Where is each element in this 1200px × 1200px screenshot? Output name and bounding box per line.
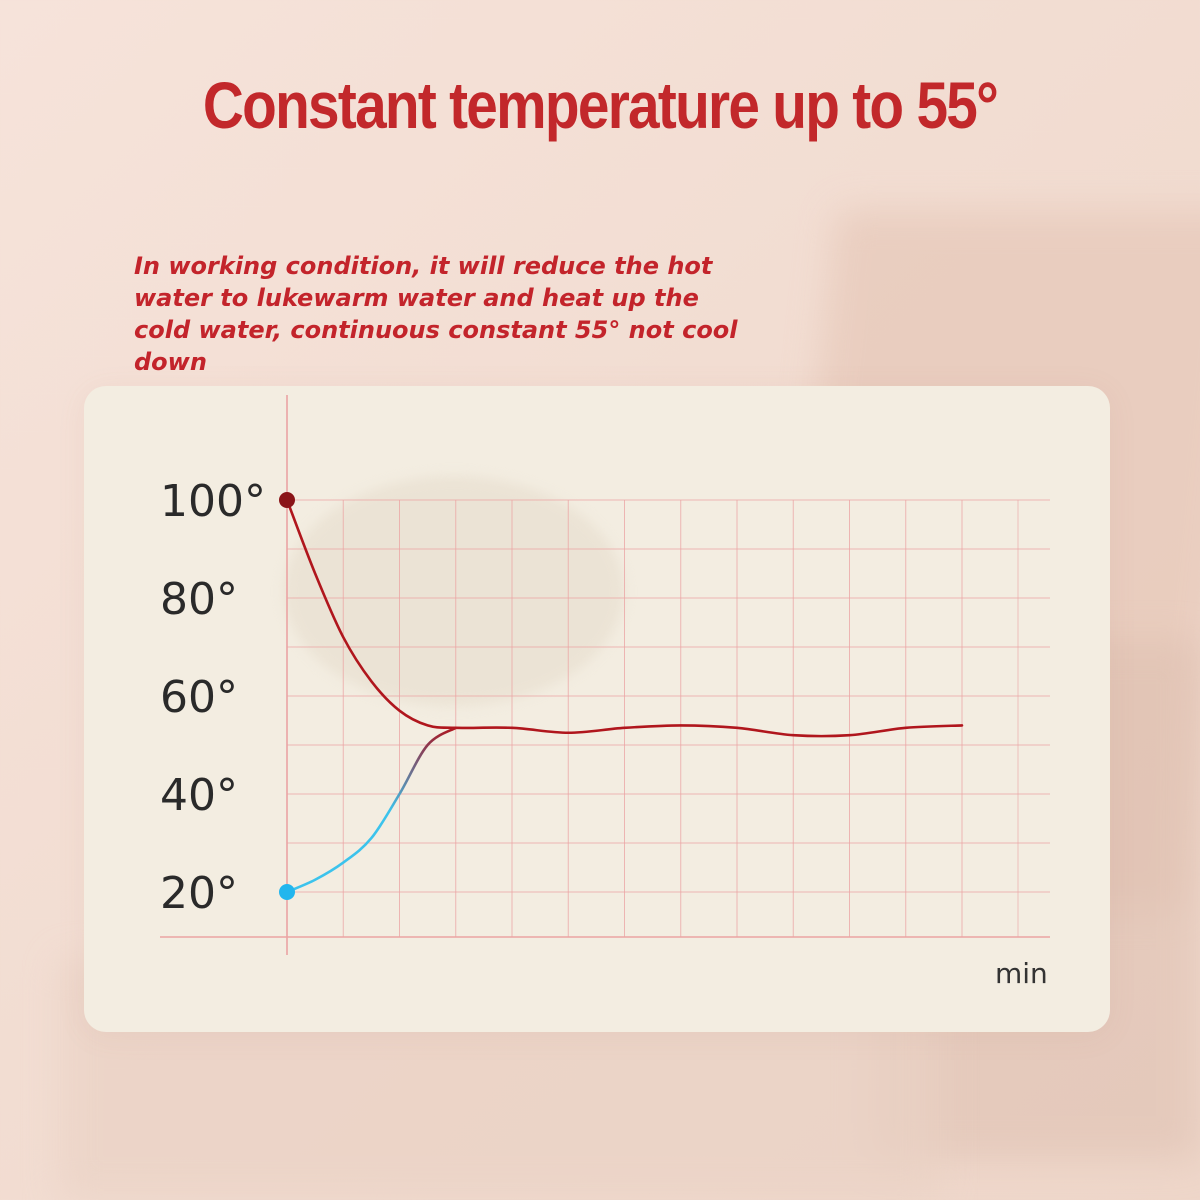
y-tick-label: 100° [160, 476, 266, 527]
chart-points [279, 492, 295, 900]
panel-reflection [284, 476, 624, 706]
hot-start-point [279, 492, 295, 508]
chart-axes [160, 395, 1050, 955]
y-tick-label: 60° [160, 672, 238, 723]
y-axis-labels: 100° 80° 60° 40° 20° [160, 476, 266, 919]
chart-lines [285, 498, 964, 894]
chart-panel [84, 386, 1110, 1032]
chart-grid [287, 499, 1050, 937]
page-title: Constant temperature up to 55° [202, 68, 999, 142]
cold-start-point [279, 884, 295, 900]
x-axis-label: min [995, 957, 1048, 990]
description-text: In working condition, it will reduce the… [134, 252, 738, 376]
y-tick-label: 20° [160, 868, 238, 919]
cold-water-line [285, 726, 458, 894]
hot-water-line [285, 498, 964, 738]
y-tick-label: 80° [160, 574, 238, 625]
y-tick-label: 40° [160, 770, 238, 821]
